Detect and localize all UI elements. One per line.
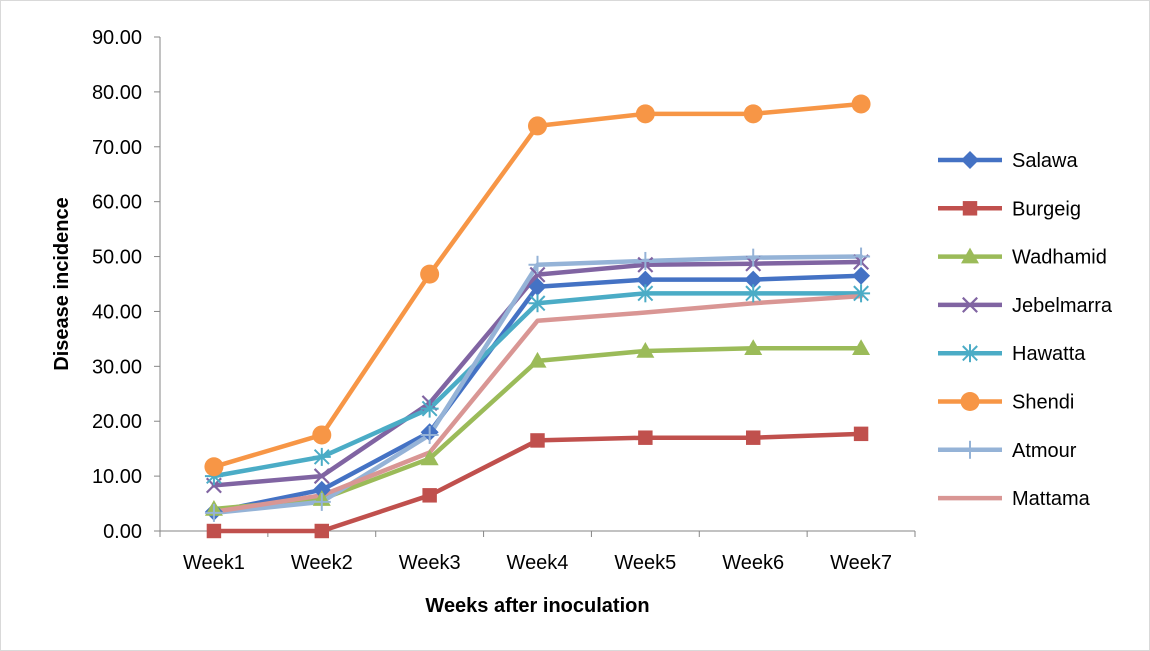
data-point [744, 248, 763, 267]
data-point [206, 523, 222, 539]
legend-label: Shendi [1012, 392, 1074, 414]
x-tick-label: Week5 [614, 552, 676, 574]
legend-marker [961, 151, 979, 169]
legend-label: Atmour [1012, 440, 1077, 462]
legend-label: Salawa [1012, 150, 1078, 172]
data-point [312, 447, 331, 466]
legend-marker [962, 296, 978, 313]
series-markers [204, 94, 871, 539]
x-tick-label: Week1 [183, 552, 245, 574]
data-point [636, 341, 655, 358]
legend-marker [962, 201, 978, 216]
data-point [529, 266, 546, 283]
legend-label: Burgeig [1012, 198, 1081, 220]
data-point [636, 251, 655, 270]
legend-item: Wadhamid [938, 247, 1107, 269]
data-point [852, 266, 871, 285]
y-tick-label: 60.00 [92, 192, 142, 214]
data-point [530, 433, 545, 448]
y-axis-title: Disease incidence [51, 197, 73, 370]
legend-label: Wadhamid [1012, 247, 1107, 269]
y-tick-label: 20.00 [92, 411, 142, 433]
legend-marker [960, 392, 980, 411]
data-point [528, 277, 547, 296]
legend-item: Jebelmarra [938, 295, 1113, 317]
data-point [528, 351, 547, 368]
data-point [528, 116, 547, 136]
data-point [314, 523, 330, 539]
data-point [312, 480, 331, 499]
x-axis-title: Weeks after inoculation [425, 595, 649, 617]
y-tick-labels: 0.00 10.00 20.00 30.00 40.00 50.00 60.00 70.00 8… [92, 27, 160, 543]
data-point [851, 94, 871, 114]
data-point [420, 449, 439, 466]
legend-marker [961, 440, 979, 459]
legend-label: Jebelmarra [1012, 295, 1113, 317]
data-point [853, 426, 869, 442]
data-point [528, 255, 547, 274]
y-tick-label: 10.00 [92, 466, 142, 488]
x-tick-label: Week3 [399, 552, 461, 574]
data-point [743, 104, 763, 124]
legend-item: Salawa [938, 150, 1078, 172]
data-point [852, 247, 871, 266]
legend-item: Atmour [938, 440, 1077, 462]
legend-marker [961, 344, 979, 363]
y-tick-label: 90.00 [92, 27, 142, 49]
data-point [636, 284, 655, 303]
y-tick-label: 70.00 [92, 137, 142, 159]
legend-item: Shendi [938, 392, 1074, 414]
legend-label: Mattama [1012, 488, 1091, 510]
data-point [852, 284, 871, 303]
data-point [638, 430, 653, 445]
legend-marker [961, 247, 979, 264]
legend-item: Mattama [938, 488, 1091, 510]
legend-item: Burgeig [938, 198, 1081, 220]
x-tick-label: Week4 [507, 552, 569, 574]
data-point [635, 104, 655, 124]
data-point [420, 425, 439, 444]
data-point [313, 468, 330, 485]
y-tick-label: 30.00 [92, 356, 142, 378]
data-point [744, 284, 763, 303]
legend-label: Hawatta [1012, 343, 1086, 365]
x-tick-labels: Week1 Week2 Week3 Week4 Week5 Week6 Week7 [159, 531, 916, 574]
y-tick-label: 80.00 [92, 82, 142, 104]
data-point [744, 270, 763, 289]
legend-item: Hawatta [938, 343, 1086, 365]
data-point [852, 339, 871, 355]
x-tick-label: Week6 [722, 552, 784, 574]
data-point [312, 492, 331, 511]
x-tick-label: Week7 [830, 552, 892, 574]
data-point [204, 503, 223, 522]
data-point [204, 457, 224, 477]
data-point [744, 339, 763, 355]
data-point [528, 294, 547, 313]
x-tick-label: Week2 [291, 552, 353, 574]
y-tick-label: 0.00 [103, 521, 142, 543]
data-point [745, 430, 761, 445]
data-point [422, 488, 437, 503]
data-point [420, 264, 440, 284]
legend: Salawa Burgeig Wadhamid Jebelmarra Hawatta Sh… [938, 150, 1113, 510]
data-point [636, 270, 655, 289]
data-point [312, 425, 332, 445]
data-point [420, 399, 439, 418]
y-tick-label: 50.00 [92, 247, 142, 269]
y-tick-label: 40.00 [92, 301, 142, 323]
